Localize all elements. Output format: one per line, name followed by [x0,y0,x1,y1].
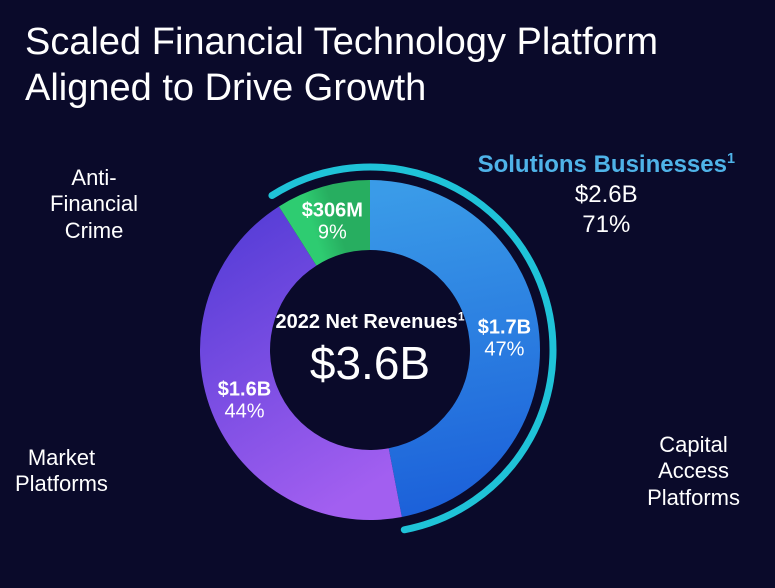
slice-percent-capital-access: 47% [484,338,524,360]
slice-label-anti-financial-crime: Anti-FinancialCrime [50,165,138,244]
slice-market-platforms [200,206,402,520]
page-title: Scaled Financial Technology Platform Ali… [25,20,725,111]
highlight-title: Solutions Businesses1 [478,150,735,180]
highlight-percent: 71% [478,210,735,240]
highlight-value: $2.6B [478,180,735,210]
donut-chart-area: $1.7B47%$1.6B44%$306M9% 2022 Net Revenue… [0,140,775,588]
slice-value-capital-access: $1.7B [478,316,531,338]
slice-label-market-platforms: MarketPlatforms [15,445,108,498]
slice-value-anti-financial-crime: $306M [302,199,363,221]
slice-percent-anti-financial-crime: 9% [318,221,347,243]
slice-percent-market-platforms: 44% [224,401,264,423]
highlight-label: Solutions Businesses1 $2.6B 71% [478,150,735,240]
slice-value-market-platforms: $1.6B [218,379,271,401]
slice-label-capital-access: CapitalAccessPlatforms [647,432,740,511]
